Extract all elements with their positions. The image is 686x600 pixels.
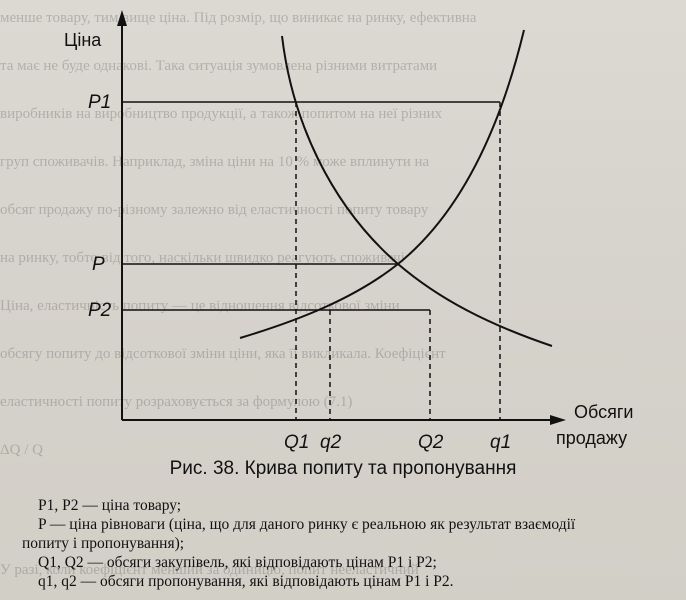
bleed-through-text: ΔQ / Q <box>0 442 43 458</box>
bleed-through-text: обсягу попиту до відсоткової зміни ціни,… <box>0 346 446 362</box>
bleed-through-text: У разі, коли коефіцієнт менший за одиниц… <box>0 562 419 578</box>
demand-curve <box>281 35 553 347</box>
axes <box>117 10 566 425</box>
legend-line-equilibrium: P — ціна рівноваги (ціна, що для даного … <box>38 516 576 533</box>
Q1-label-text: Q1 <box>284 432 309 453</box>
y-axis-label: Ціна <box>64 30 102 50</box>
x-axis-label-line2: продажу <box>556 428 627 448</box>
x-axis-label-line1: Обсяги <box>574 402 633 422</box>
q1-label: q1 <box>490 432 511 453</box>
p2-label-text: P2 <box>88 300 112 321</box>
p1-label-text: P1 <box>88 92 111 113</box>
q2-label: q2 <box>320 432 342 453</box>
Q1-label: Q1 <box>284 432 309 453</box>
Q2-label-text: Q2 <box>418 432 444 453</box>
legend-line-purchases: Q1, Q2 — обсяги закупівель, які відповід… <box>38 554 437 571</box>
bleed-through-text: обсяг продажу по-різному залежно від ела… <box>0 202 429 218</box>
bleed-through-text: на ринку, тобто від того, наскільки швид… <box>0 250 405 266</box>
q2-label-text: q2 <box>320 432 342 453</box>
Q2-label: Q2 <box>418 432 444 453</box>
supply-demand-diagram: Ціна Обсяги продажу P1 P P2 Q1 q2 Q2 q1 <box>64 10 633 453</box>
legend-line-prices: P1, P2 — ціна товару; <box>38 497 182 514</box>
p-label: P <box>92 254 105 275</box>
y-axis-arrow <box>117 10 127 26</box>
projection-lines <box>295 102 501 420</box>
figure-legend: P1, P2 — ціна товару; P — ціна рівноваги… <box>22 496 678 591</box>
bleed-through-text: еластичності попиту розраховується за фо… <box>0 394 353 410</box>
legend-line-supply: q1, q2 — обсяги пропонування, які відпов… <box>38 573 454 590</box>
supply-curve <box>239 29 525 339</box>
bleed-through-text: та має не буде однакові. Така ситуація з… <box>0 58 438 74</box>
p1-label: P1 <box>88 92 111 113</box>
p-label-text: P <box>92 254 105 275</box>
x-axis-arrow <box>550 415 566 425</box>
q1-label-text: q1 <box>490 432 511 453</box>
legend-line-equilibrium-cont: попиту і пропонування); <box>22 535 185 552</box>
bleed-through-text: виробників на виробництво продукції, а т… <box>0 106 443 122</box>
p2-label: P2 <box>88 300 112 321</box>
figure-caption: Рис. 38. Крива попиту та пропонування <box>169 458 517 479</box>
